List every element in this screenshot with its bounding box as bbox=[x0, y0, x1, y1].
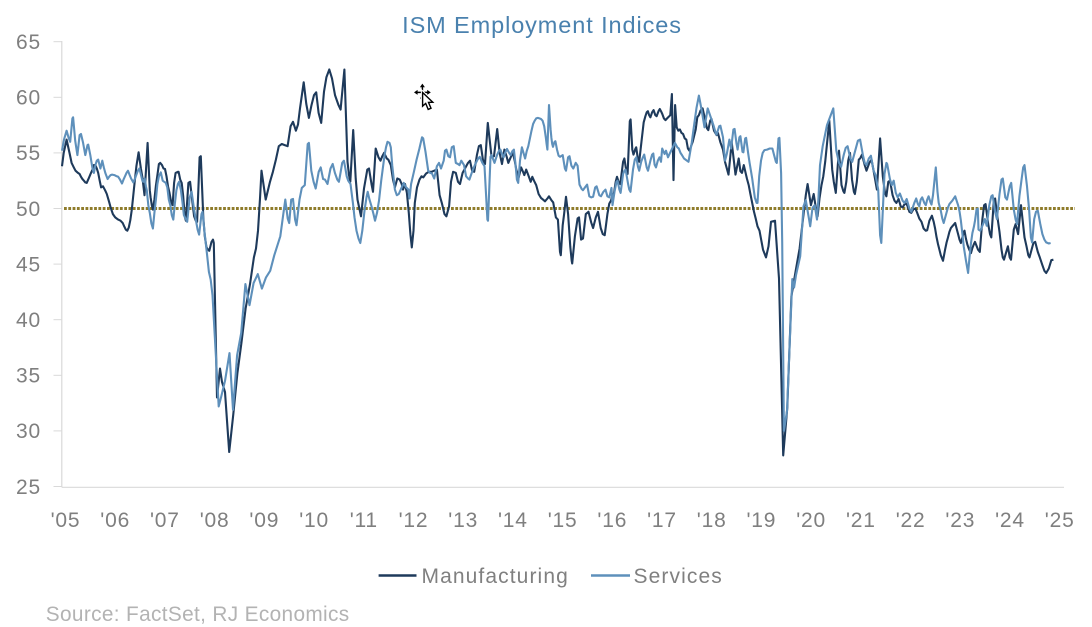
svg-text:Manufacturing: Manufacturing bbox=[422, 565, 569, 588]
svg-text:'11: '11 bbox=[350, 509, 378, 532]
svg-text:'18: '18 bbox=[697, 509, 727, 532]
svg-text:'23: '23 bbox=[945, 509, 975, 532]
svg-text:'19: '19 bbox=[747, 509, 777, 532]
svg-text:25: 25 bbox=[16, 476, 41, 499]
svg-text:65: 65 bbox=[16, 31, 41, 54]
svg-text:60: 60 bbox=[16, 87, 41, 110]
svg-text:ISM Employment Indices: ISM Employment Indices bbox=[402, 12, 682, 38]
svg-text:35: 35 bbox=[16, 365, 41, 388]
svg-text:'13: '13 bbox=[448, 509, 478, 532]
svg-text:'20: '20 bbox=[796, 509, 826, 532]
svg-text:50: 50 bbox=[16, 198, 41, 221]
svg-text:'08: '08 bbox=[200, 509, 230, 532]
svg-text:'16: '16 bbox=[597, 509, 627, 532]
svg-text:30: 30 bbox=[16, 420, 41, 443]
svg-text:'22: '22 bbox=[896, 509, 926, 532]
svg-text:'12: '12 bbox=[399, 509, 429, 532]
svg-text:'09: '09 bbox=[249, 509, 279, 532]
svg-text:'21: '21 bbox=[846, 509, 876, 532]
svg-text:Source: FactSet, RJ Economics: Source: FactSet, RJ Economics bbox=[46, 603, 350, 626]
svg-text:40: 40 bbox=[16, 309, 41, 332]
svg-text:'05: '05 bbox=[51, 509, 81, 532]
svg-text:Services: Services bbox=[634, 565, 723, 588]
svg-text:'07: '07 bbox=[150, 509, 180, 532]
svg-text:'24: '24 bbox=[995, 509, 1025, 532]
svg-text:'15: '15 bbox=[548, 509, 578, 532]
svg-text:45: 45 bbox=[16, 253, 41, 276]
svg-text:'14: '14 bbox=[498, 509, 528, 532]
svg-text:'17: '17 bbox=[647, 509, 677, 532]
svg-text:'10: '10 bbox=[299, 509, 329, 532]
svg-text:'25: '25 bbox=[1045, 509, 1075, 532]
svg-text:55: 55 bbox=[16, 142, 41, 165]
svg-text:'06: '06 bbox=[100, 509, 130, 532]
